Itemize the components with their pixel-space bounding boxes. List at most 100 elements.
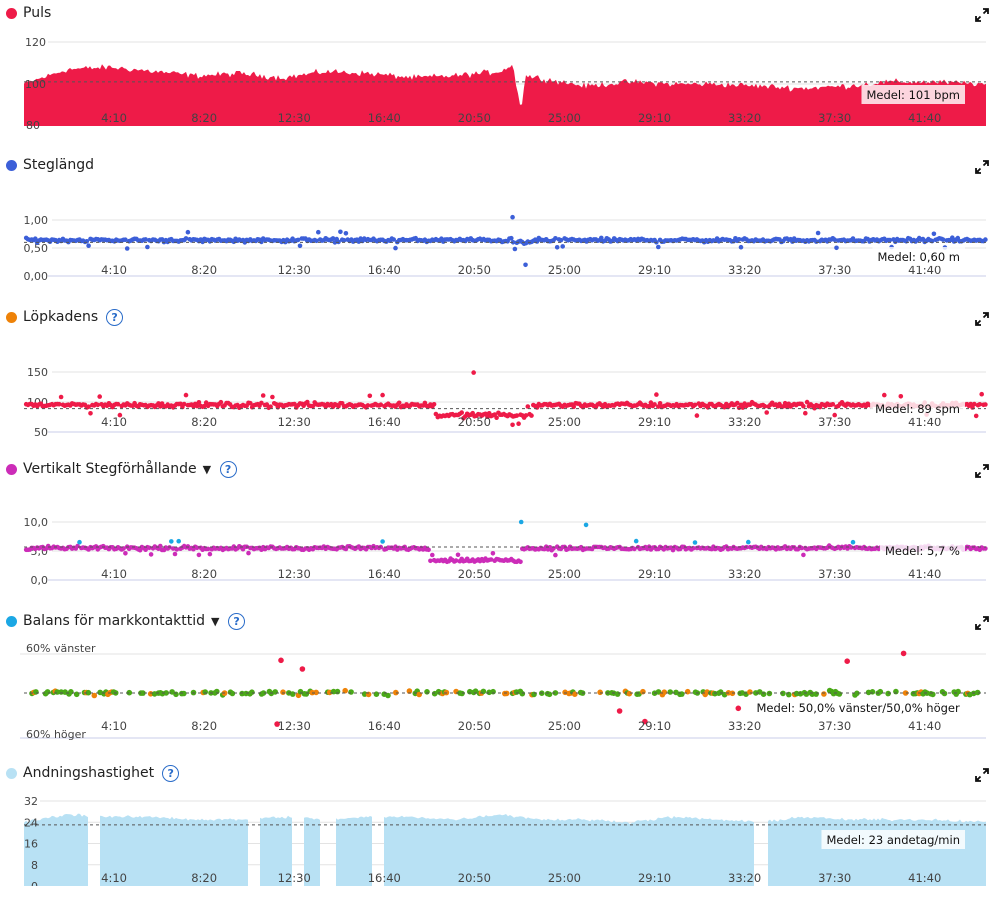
y-tick-label: 60% vänster bbox=[26, 642, 96, 655]
data-point bbox=[804, 399, 810, 405]
data-point bbox=[510, 214, 515, 220]
expand-icon[interactable] bbox=[975, 312, 989, 326]
mean-label-bg bbox=[870, 399, 965, 418]
data-point bbox=[143, 237, 148, 242]
help-icon[interactable]: ? bbox=[228, 613, 246, 630]
x-tick-label: 33:20 bbox=[728, 415, 761, 429]
dropdown-caret-icon[interactable]: ▼ bbox=[202, 463, 212, 476]
x-tick-label: 16:40 bbox=[368, 263, 401, 277]
data-point bbox=[648, 400, 654, 405]
data-point bbox=[494, 415, 499, 420]
data-point bbox=[762, 403, 768, 409]
expand-icon[interactable] bbox=[975, 616, 989, 630]
x-tick-label: 8:20 bbox=[191, 415, 217, 429]
x-tick-label: 37:30 bbox=[818, 567, 851, 581]
data-point bbox=[117, 412, 123, 418]
x-tick-label: 29:10 bbox=[638, 263, 671, 277]
data-point bbox=[885, 690, 891, 697]
x-tick-label: 25:00 bbox=[548, 719, 581, 733]
data-point bbox=[249, 689, 255, 695]
data-point bbox=[844, 658, 850, 664]
panel-title: Balans för markkontakttid bbox=[23, 613, 206, 629]
data-point bbox=[391, 237, 397, 242]
expand-icon[interactable] bbox=[975, 768, 989, 782]
data-point bbox=[973, 413, 979, 419]
data-point bbox=[834, 245, 839, 251]
data-point bbox=[736, 237, 742, 242]
mean-label: Medel: 0,60 m bbox=[877, 250, 960, 264]
data-point bbox=[519, 690, 526, 697]
help-icon[interactable]: ? bbox=[106, 309, 124, 326]
x-tick-label: 4:10 bbox=[101, 719, 127, 733]
help-icon[interactable]: ? bbox=[162, 765, 180, 782]
x-tick-label: 16:40 bbox=[368, 111, 401, 125]
data-point bbox=[97, 394, 102, 399]
y-tick-label: 32 bbox=[24, 795, 38, 808]
x-tick-label: 37:30 bbox=[818, 111, 851, 125]
mean-label: Medel: 101 bpm bbox=[866, 88, 960, 102]
x-tick-label: 41:40 bbox=[908, 111, 941, 125]
data-point bbox=[657, 401, 663, 406]
data-point bbox=[782, 400, 788, 406]
data-point bbox=[33, 236, 38, 241]
help-icon[interactable]: ? bbox=[219, 461, 237, 478]
data-point bbox=[280, 689, 286, 695]
data-point bbox=[95, 402, 101, 408]
data-point bbox=[531, 691, 537, 698]
x-tick-label: 33:20 bbox=[728, 263, 761, 277]
mean-label: Medel: 5,7 % bbox=[885, 544, 960, 558]
legend-dot bbox=[6, 616, 17, 627]
data-point bbox=[836, 691, 843, 697]
data-point bbox=[393, 689, 399, 696]
data-point bbox=[558, 237, 564, 243]
x-tick-label: 37:30 bbox=[818, 263, 851, 277]
data-point bbox=[176, 538, 181, 544]
data-point bbox=[272, 689, 279, 695]
data-point bbox=[292, 401, 297, 407]
data-point bbox=[334, 688, 341, 695]
data-point bbox=[518, 559, 523, 565]
y-tick-label: 150 bbox=[27, 366, 48, 379]
expand-icon[interactable] bbox=[975, 8, 989, 22]
data-point bbox=[655, 689, 662, 695]
data-point bbox=[893, 688, 899, 695]
data-point bbox=[854, 690, 860, 697]
data-point bbox=[380, 539, 385, 544]
data-point bbox=[163, 690, 169, 696]
legend-dot bbox=[6, 312, 17, 323]
x-tick-label: 12:30 bbox=[278, 263, 311, 277]
mean-label: Medel: 89 spm bbox=[875, 402, 960, 416]
data-point bbox=[123, 551, 128, 556]
data-point bbox=[746, 539, 751, 545]
data-point bbox=[88, 411, 93, 416]
x-tick-label: 29:10 bbox=[638, 415, 671, 429]
data-point bbox=[764, 410, 769, 415]
data-point bbox=[848, 545, 854, 550]
data-point bbox=[316, 229, 321, 235]
data-point bbox=[314, 238, 319, 244]
data-point bbox=[516, 421, 521, 426]
data-point bbox=[299, 666, 306, 672]
data-point bbox=[310, 403, 316, 409]
mean-label-bg bbox=[821, 830, 965, 849]
expand-icon[interactable] bbox=[975, 464, 989, 478]
data-point bbox=[367, 393, 373, 399]
dropdown-caret-icon[interactable]: ▼ bbox=[211, 615, 220, 628]
data-point bbox=[471, 370, 476, 375]
data-point bbox=[813, 691, 819, 697]
data-point bbox=[900, 650, 907, 657]
mean-label: Medel: 50,0% vänster/50,0% höger bbox=[757, 701, 960, 715]
data-point bbox=[270, 394, 275, 400]
data-points bbox=[23, 214, 988, 268]
x-tick-label: 4:10 bbox=[101, 567, 127, 581]
expand-icon[interactable] bbox=[975, 160, 989, 174]
data-point bbox=[239, 690, 245, 697]
data-point bbox=[560, 244, 565, 249]
data-point bbox=[983, 402, 988, 407]
x-tick-label: 20:50 bbox=[458, 111, 491, 125]
data-point bbox=[546, 691, 553, 698]
data-point bbox=[453, 558, 459, 563]
data-point bbox=[968, 401, 973, 407]
data-point bbox=[553, 552, 558, 558]
data-point bbox=[815, 230, 821, 236]
